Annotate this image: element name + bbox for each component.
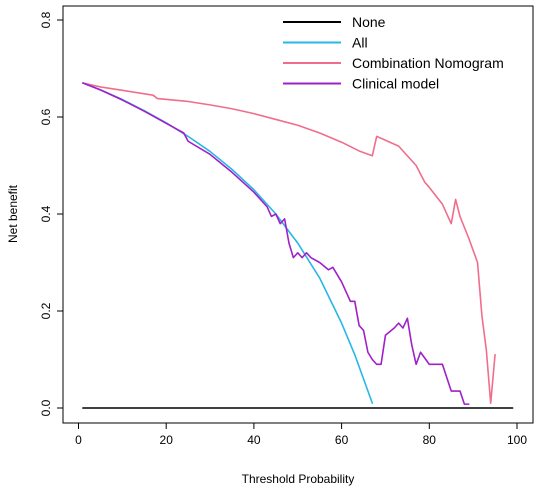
- y-axis-title: Net benefit: [6, 184, 20, 243]
- legend-label-clinical-model: Clinical model: [352, 76, 439, 92]
- x-axis-title: Threshold Probability: [242, 472, 355, 486]
- y-tick-label-2: 0.4: [39, 205, 53, 222]
- legend: None All Combination Nomogram Clinical mode…: [283, 14, 504, 92]
- y-axis: 0.0 0.2 0.4 0.6 0.8: [39, 11, 63, 416]
- y-tick-label-3: 0.6: [39, 108, 53, 125]
- x-tick-label-40: 40: [247, 433, 261, 447]
- y-tick-label-0: 0.0: [39, 399, 53, 416]
- series-layer: [82, 82, 514, 409]
- x-tick-label-20: 20: [160, 433, 174, 447]
- y-tick-label-4: 0.8: [39, 11, 53, 28]
- legend-label-none: None: [352, 14, 386, 30]
- series-line-combination-nomogram: [82, 82, 496, 404]
- x-tick-label-80: 80: [423, 433, 437, 447]
- x-axis: 0 20 40 60 80 100: [75, 423, 527, 447]
- x-tick-label-0: 0: [75, 433, 82, 447]
- series-line-clinical-model: [82, 82, 470, 405]
- legend-label-all: All: [352, 35, 368, 51]
- x-tick-label-60: 60: [335, 433, 349, 447]
- y-tick-label-1: 0.2: [39, 302, 53, 319]
- legend-label-combination-nomogram: Combination Nomogram: [352, 55, 504, 71]
- x-tick-label-100: 100: [507, 433, 527, 447]
